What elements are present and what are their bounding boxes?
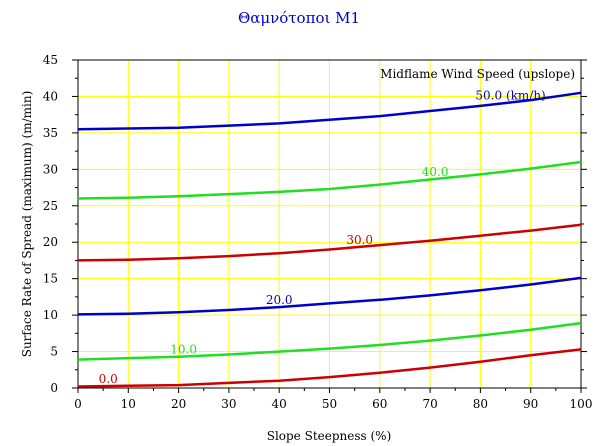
series-line <box>77 160 582 200</box>
x-tick-label: 0 <box>74 397 82 411</box>
x-axis-label: Slope Steepness (%) <box>267 429 392 443</box>
y-tick-label: 30 <box>43 162 58 176</box>
series-line <box>77 91 582 131</box>
y-tick-label: 15 <box>43 272 58 286</box>
series-label: 0.0 <box>99 372 118 386</box>
x-tick-label: 40 <box>272 397 287 411</box>
x-tick-label: 70 <box>422 397 437 411</box>
x-tick-label: 30 <box>221 397 236 411</box>
series-label: 30.0 <box>346 233 373 247</box>
chart-title: Θαμνότοποι Μ1 <box>238 9 360 27</box>
ticks: 0 10 20 30 40 50 60 70 80 90 100 0 5 10 15 20 25 30 35 40 45 <box>43 53 593 411</box>
series-line <box>77 223 582 262</box>
y-tick-label: 25 <box>43 199 58 213</box>
grid <box>78 60 581 388</box>
y-tick-label: 40 <box>43 89 58 103</box>
series-label: 40.0 <box>422 165 449 179</box>
x-tick-label: 10 <box>121 397 136 411</box>
y-tick-label: 0 <box>50 381 58 395</box>
series-line <box>77 348 582 388</box>
x-tick-label: 90 <box>523 397 538 411</box>
x-tick-label: 80 <box>473 397 488 411</box>
y-axis-label: Surface Rate of Spread (maximum) (m/min) <box>20 91 34 358</box>
y-tick-label: 10 <box>43 308 58 322</box>
y-tick-label: 45 <box>43 53 58 67</box>
y-tick-label: 20 <box>43 235 58 249</box>
series-line <box>77 321 582 361</box>
series-labels: 0.0 10.0 20.0 30.0 40.0 50.0 (km/h) <box>99 88 546 386</box>
x-tick-label: 50 <box>322 397 337 411</box>
x-tick-label: 100 <box>570 397 593 411</box>
series-label: 20.0 <box>266 293 293 307</box>
legend-title: Midflame Wind Speed (upslope) <box>380 67 575 81</box>
x-tick-label: 60 <box>372 397 387 411</box>
y-tick-label: 5 <box>50 345 58 359</box>
series-lines <box>77 91 582 388</box>
x-tick-label: 20 <box>171 397 186 411</box>
series-label: 50.0 (km/h) <box>475 88 545 102</box>
series-label: 10.0 <box>170 342 197 356</box>
series-line <box>77 276 582 316</box>
y-tick-label: 35 <box>43 126 58 140</box>
